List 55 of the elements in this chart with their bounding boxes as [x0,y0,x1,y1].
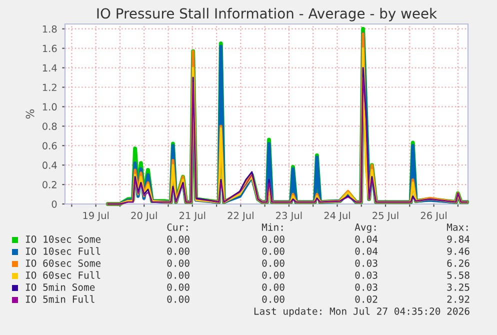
text: 0.00 [167,283,190,291]
y-tick-label: 0.8 [42,122,57,130]
text: 0.03 [355,259,378,267]
y-tick-label: 1.6 [42,44,57,52]
y-tick-label: 1.8 [42,25,57,33]
x-tick-label: 23 Jul [276,212,302,221]
text: 0.00 [262,295,284,303]
x-tick-label: 21 Jul [180,212,206,221]
text: 0.00 [167,295,190,303]
text: 0.00 [167,259,190,267]
text: 0.00 [262,247,284,255]
x-tick-label: 26 Jul [420,212,446,221]
text: 0.02 [355,295,378,303]
text: Last update: Mon Jul 27 04:35:20 2026 [254,307,470,317]
x-tick-label: 19 Jul [83,212,109,221]
text: 6.26 [447,259,470,267]
text: 5.58 [447,271,470,279]
y-tick-label: 0.6 [42,142,57,150]
text: 0.04 [355,247,378,255]
y-tick-label: 0.4 [42,162,57,169]
text: Min: [262,223,283,231]
text: 9.46 [447,247,470,255]
text: 0.00 [262,283,284,291]
y-tick-label: 0 [52,200,57,208]
text: 0.00 [262,235,284,243]
x-tick-label: 24 Jul [324,212,350,221]
chart-title: IO Pressure Stall Information - Average - by week [97,8,438,22]
legend-label: IO 5min Full [26,295,94,303]
text: Cur: [167,223,188,231]
text: 0.00 [167,235,190,243]
text: Max: [446,224,468,231]
x-tick-label: 20 Jul [131,212,157,221]
x-tick-label: 22 Jul [228,212,254,221]
text: 0.00 [262,259,284,267]
text: 2.92 [447,295,470,303]
legend-label: IO 10sec Some [26,235,101,243]
text: 0.03 [355,283,378,291]
legend-label: IO 60sec Some [26,259,101,267]
text: 0.00 [262,271,284,279]
text: Avg: [354,224,376,233]
y-tick-label: 0.2 [42,181,56,188]
text: 0.03 [355,271,378,279]
text: 9.84 [447,235,470,243]
x-tick-label: 25 Jul [372,212,398,221]
legend-label: IO 10sec Full [26,247,100,255]
y-axis-title: % [26,109,34,119]
legend-label: IO 5min Some [26,283,95,291]
y-tick-label: 1.4 [42,64,57,72]
text: 0.00 [167,247,190,255]
text: 0.00 [167,271,190,279]
text: 3.25 [447,283,470,291]
y-tick-label: 1.2 [42,84,56,91]
legend-label: IO 60sec Full [26,271,100,279]
text: 0.04 [355,235,378,243]
y-tick-label: 1.0 [42,103,57,111]
